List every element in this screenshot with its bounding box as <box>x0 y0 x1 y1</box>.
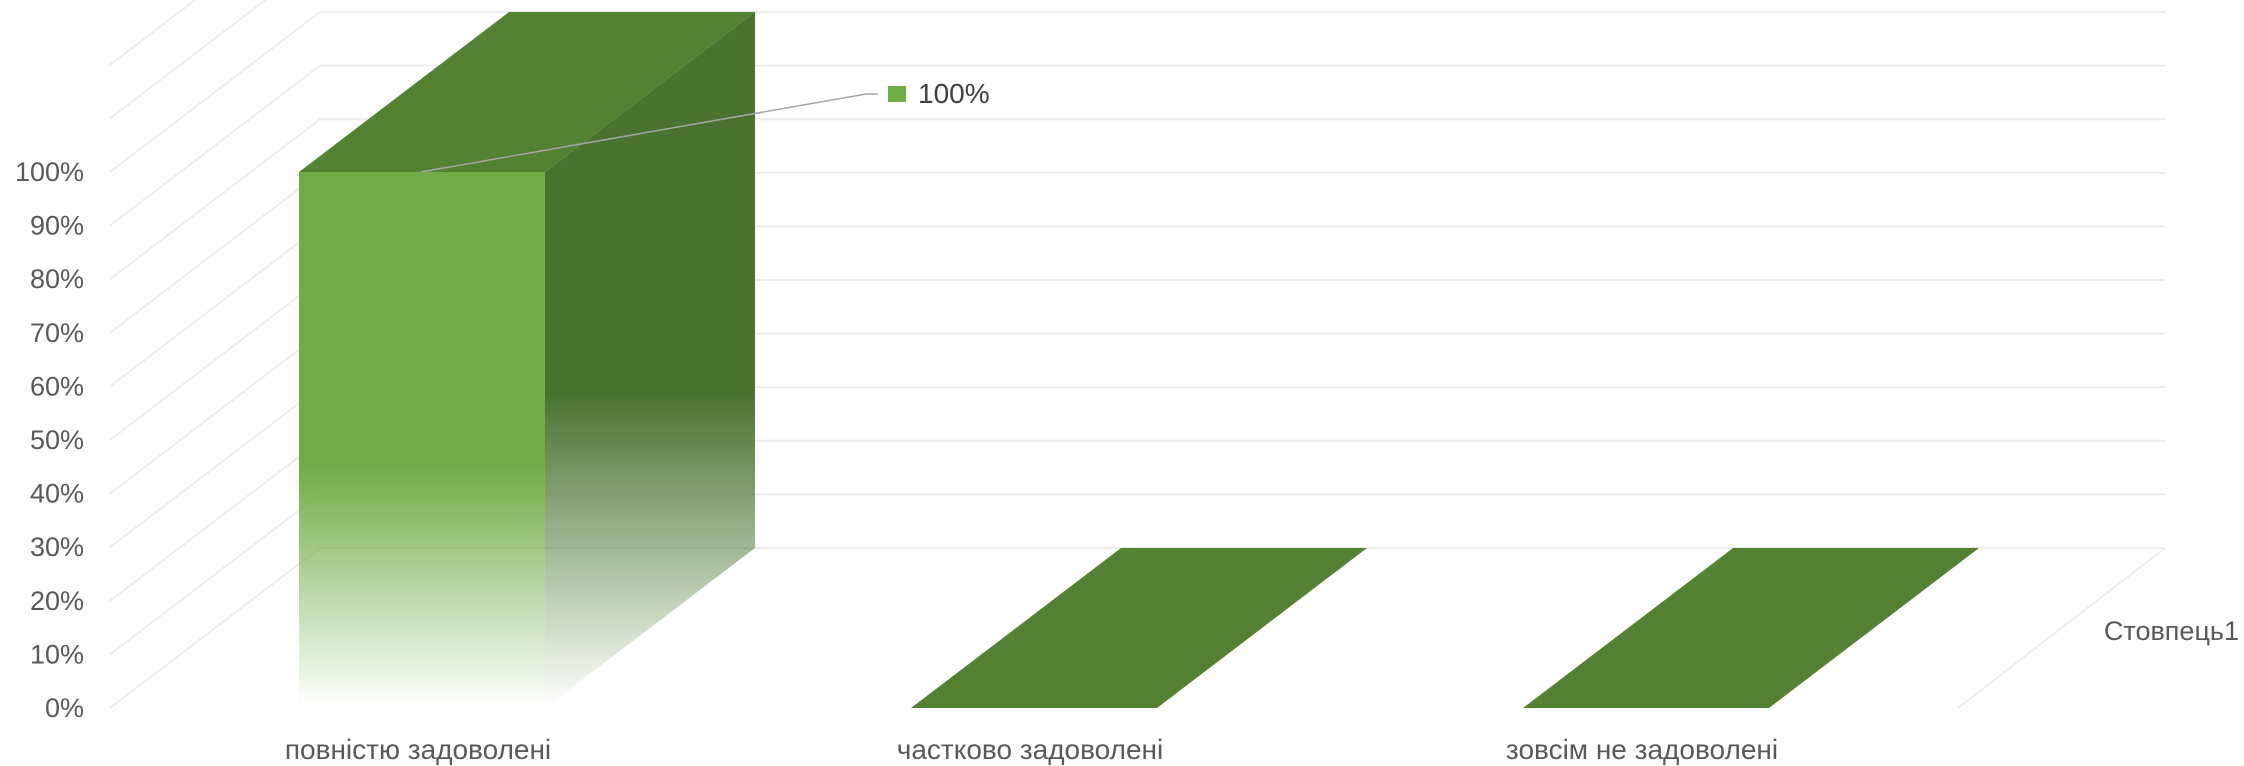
labels: 0% 10% 20% 30% 40% 50% 60% 70% 80% 90% 100% повніст… <box>15 78 2239 765</box>
side-wall-gridline <box>109 547 321 709</box>
y-tick-label: 0% <box>45 693 84 723</box>
y-tick-label: 70% <box>30 318 84 348</box>
data-label-leader-line <box>420 93 878 173</box>
data-label-legend-key <box>888 86 906 102</box>
y-tick-label: 60% <box>30 371 84 401</box>
y-tick-label: 20% <box>30 586 84 616</box>
series-axis-label: Стовпець1 <box>2104 616 2239 646</box>
side-wall-gridline <box>109 11 321 173</box>
side-wall-gridline <box>109 118 321 280</box>
y-tick-label: 50% <box>30 425 84 455</box>
side-wall-gridline <box>109 386 321 548</box>
bars <box>299 12 1979 708</box>
side-wall-gridline <box>109 172 321 334</box>
y-tick-label: 30% <box>30 532 84 562</box>
side-wall-gridline <box>109 493 321 656</box>
side-wall-gridline <box>109 0 268 120</box>
side-wall-gridline <box>109 0 197 66</box>
y-tick-label: 80% <box>30 264 84 294</box>
x-category-label: зовсім не задоволені <box>1506 734 1778 765</box>
side-wall-gridline <box>109 332 321 495</box>
side-wall-gridline <box>109 225 321 388</box>
y-tick-label: 40% <box>30 479 84 509</box>
data-label: 100% <box>918 78 990 109</box>
side-wall-gridline <box>109 64 321 227</box>
y-tick-label: 100% <box>15 157 84 187</box>
side-wall-gridline <box>109 279 321 441</box>
floor-edge-line <box>1957 547 2166 709</box>
bar-top <box>911 548 1367 708</box>
bar-top <box>299 12 755 172</box>
bar-side <box>545 12 755 708</box>
x-category-label: частково задоволені <box>897 734 1163 765</box>
y-tick-label: 90% <box>30 211 84 241</box>
bar-top <box>1523 548 1979 708</box>
y-tick-label: 10% <box>30 639 84 669</box>
x-category-label: повністю задоволені <box>285 734 551 765</box>
side-wall-gridline <box>109 440 321 602</box>
bar-front <box>299 172 545 708</box>
